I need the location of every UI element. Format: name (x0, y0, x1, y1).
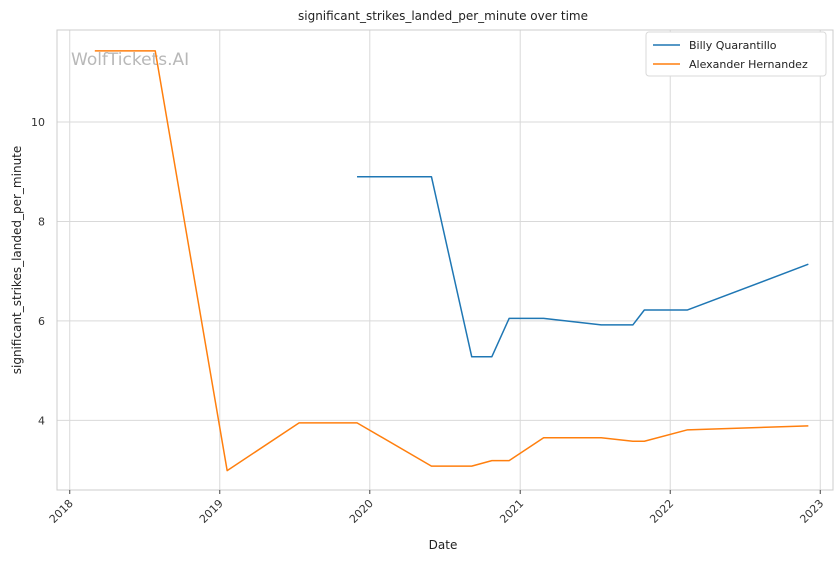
x-axis-ticks: 2018 2019 2020 2021 2022 2023 (47, 490, 826, 526)
y-axis-title: significant_strikes_landed_per_minute (10, 146, 24, 375)
gridlines (57, 30, 833, 490)
legend: Billy Quarantillo Alexander Hernandez (645, 31, 827, 77)
x-tick-label: 2022 (647, 497, 676, 526)
x-tick-label: 2023 (797, 497, 826, 526)
x-tick-label: 2019 (197, 497, 226, 526)
y-tick-label: 10 (31, 116, 45, 129)
watermark: WolfTickets.AI (71, 50, 189, 70)
y-tick-label: 4 (38, 414, 45, 427)
x-tick-label: 2020 (347, 497, 376, 526)
series-lines (94, 50, 809, 472)
series-line-billy-quarantillo (357, 175, 809, 358)
chart-title: significant_strikes_landed_per_minute ov… (298, 9, 588, 23)
legend-box (645, 31, 827, 77)
y-tick-label: 8 (38, 215, 45, 228)
x-axis-title: Date (429, 538, 458, 552)
legend-label-alexander-hernandez: Alexander Hernandez (689, 58, 808, 71)
plot-area-frame (56, 29, 834, 491)
x-tick-label: 2021 (497, 497, 526, 526)
y-tick-label: 6 (38, 315, 45, 328)
y-axis-ticks: 4 6 8 10 (31, 116, 45, 427)
x-tick-label: 2018 (47, 497, 76, 526)
series-line-alexander-hernandez (94, 50, 809, 472)
legend-label-billy-quarantillo: Billy Quarantillo (689, 39, 777, 52)
